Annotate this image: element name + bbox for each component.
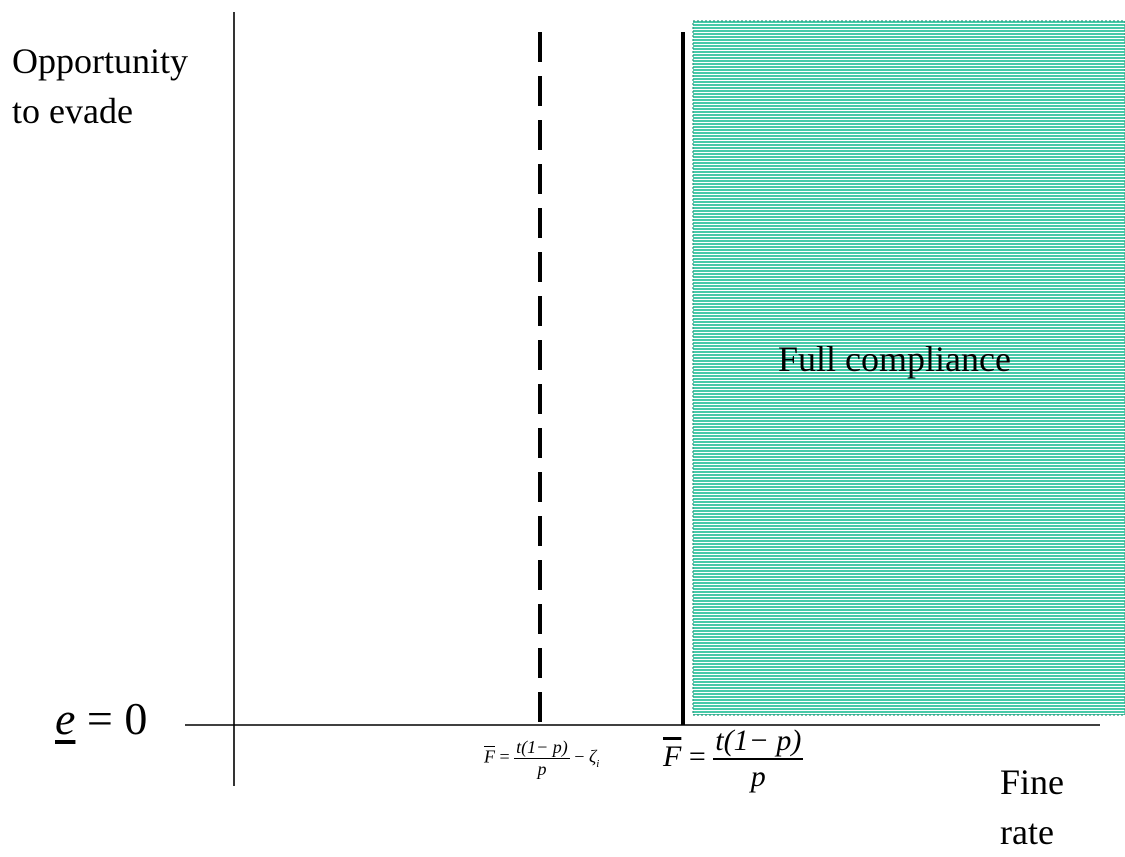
solid-threshold-equation: F = t(1− p) p xyxy=(663,724,804,793)
origin-equation: e = 0 xyxy=(55,693,148,744)
full-compliance-region xyxy=(692,20,1125,716)
x-axis-label: Fine rate xyxy=(1000,762,1065,852)
y-axis-label: Opportunity to evade xyxy=(12,41,188,131)
full-compliance-label: Full compliance xyxy=(778,339,1011,379)
dashed-threshold-equation: F = t(1− p) p − ζi xyxy=(484,737,600,779)
